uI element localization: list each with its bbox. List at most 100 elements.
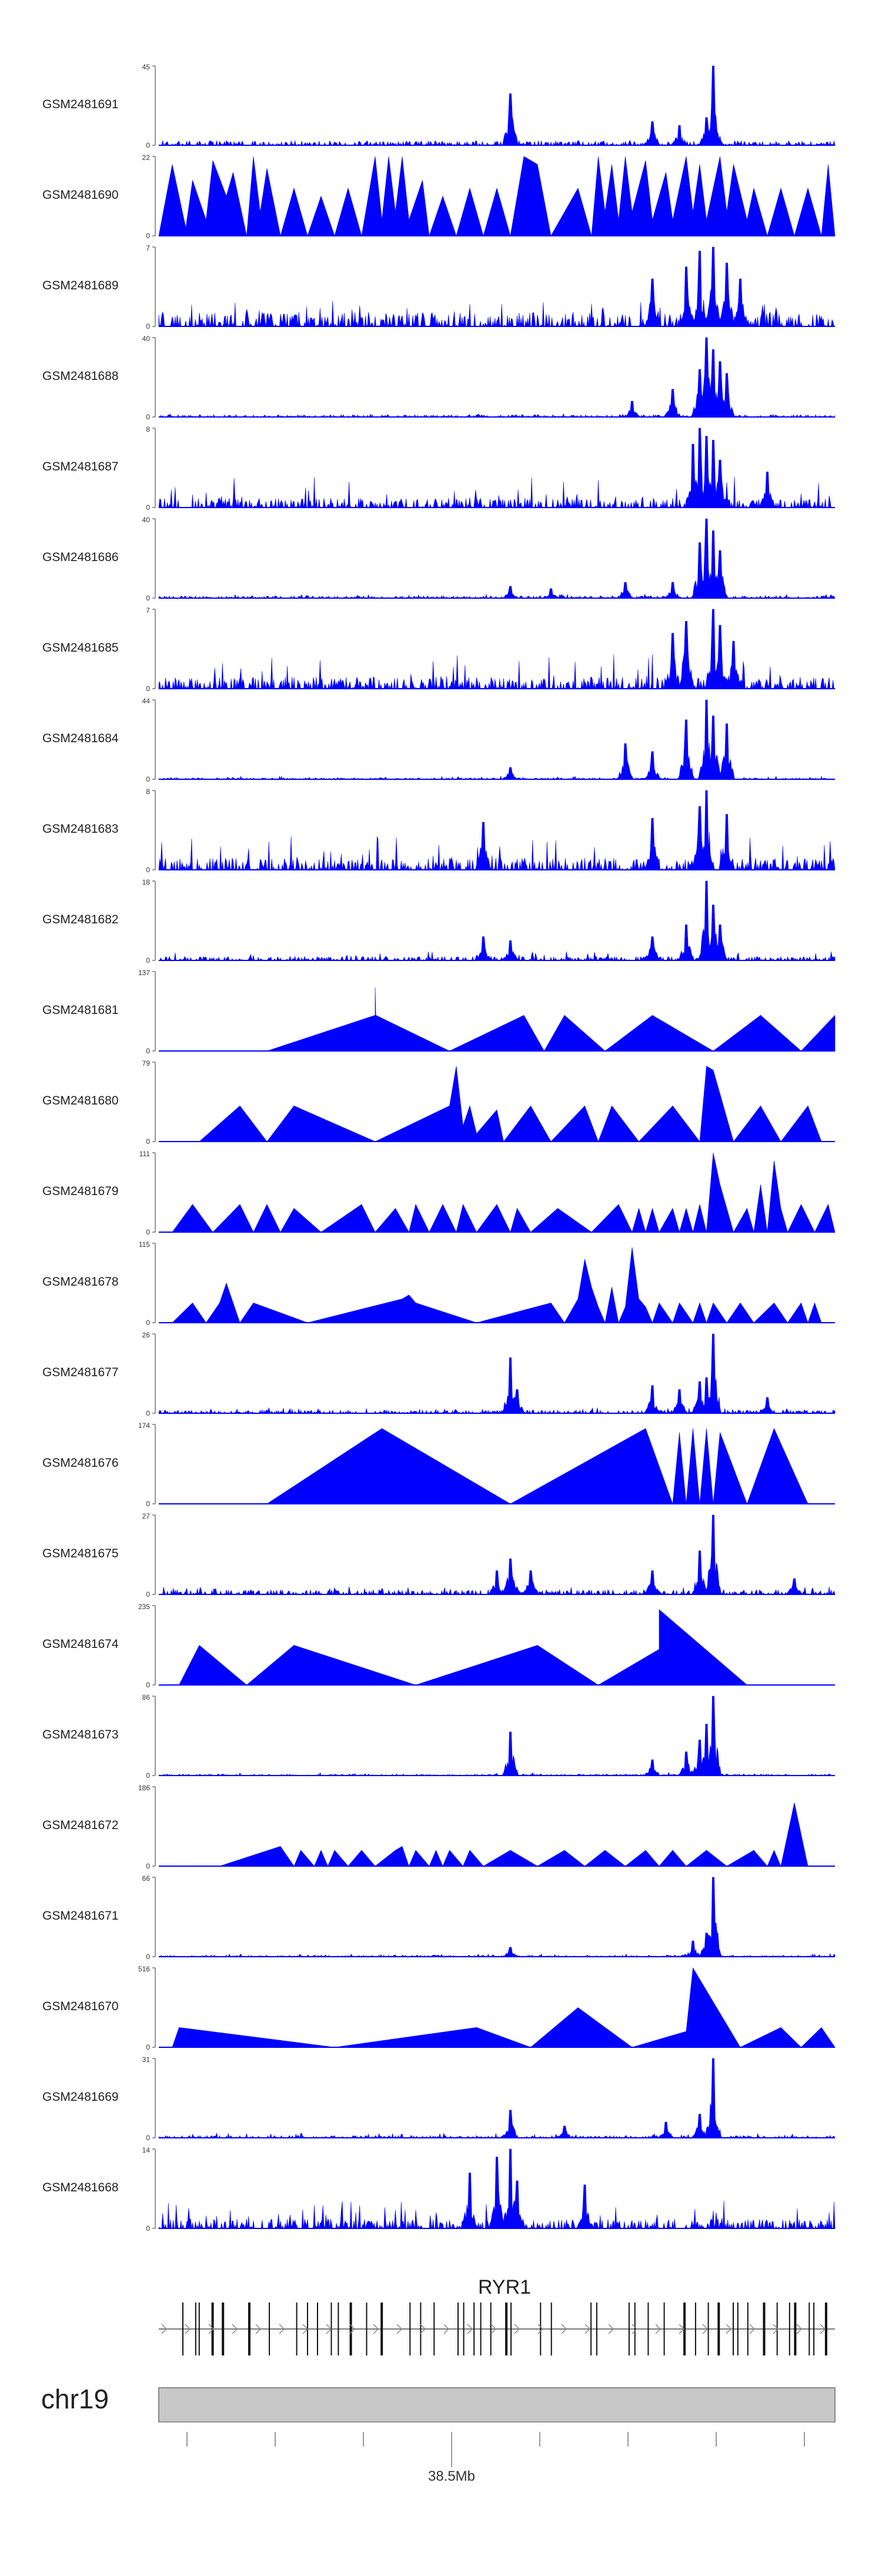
y-min-label: 0	[146, 1500, 150, 1508]
track-GSM2481689: GSM2481689 7 0	[42, 244, 835, 331]
y-min-label: 0	[146, 956, 150, 965]
exon	[694, 2303, 696, 2355]
y-max-label: 7	[146, 606, 150, 615]
track-label: GSM2481668	[42, 2181, 119, 2194]
exon	[596, 2303, 597, 2355]
coverage-area	[158, 609, 836, 690]
exon	[808, 2303, 810, 2355]
exon	[349, 2303, 352, 2355]
axis-position-label: 38.5Mb	[428, 2468, 475, 2484]
exon	[296, 2303, 298, 2355]
y-max-label: 8	[146, 788, 150, 796]
coverage-area	[266, 1427, 808, 1504]
strand-arrow	[632, 2324, 638, 2334]
y-max-label: 79	[142, 1059, 151, 1067]
track-GSM2481669: GSM2481669 31 0	[42, 2056, 836, 2142]
strand-arrow	[232, 2324, 238, 2334]
track-GSM2481690: GSM2481690 22 0	[42, 154, 836, 240]
gene-label: RYR1	[478, 2276, 531, 2298]
coverage-area	[158, 699, 836, 780]
y-min-label: 0	[146, 2224, 150, 2233]
gene-track: RYR1	[159, 2276, 835, 2355]
exon	[634, 2303, 636, 2355]
y-max-label: 8	[146, 425, 150, 433]
chromosome-bar	[158, 2387, 836, 2422]
track-GSM2481670: GSM2481670 516 0	[42, 1965, 836, 2051]
exon	[222, 2303, 225, 2355]
exon	[737, 2303, 739, 2355]
strand-arrow	[185, 2324, 191, 2334]
y-min-label: 0	[146, 866, 150, 874]
y-max-label: 31	[142, 2056, 151, 2064]
coverage-area	[266, 987, 836, 1052]
exon	[420, 2303, 422, 2355]
track-label: GSM2481671	[42, 1909, 119, 1923]
coverage-area	[158, 156, 836, 237]
y-min-label: 0	[146, 1228, 150, 1236]
y-max-label: 86	[142, 1693, 151, 1701]
strand-arrow	[302, 2324, 309, 2334]
chromosome-ideogram: chr19	[41, 2384, 836, 2422]
track-GSM2481668: GSM2481668 14 0	[42, 2146, 836, 2233]
track-label: GSM2481672	[42, 1818, 119, 1832]
y-max-label: 186	[138, 1784, 150, 1792]
strand-arrow	[279, 2324, 285, 2334]
exon	[269, 2303, 270, 2355]
exon	[776, 2303, 778, 2355]
strand-arrow	[443, 2324, 450, 2334]
strand-arrow	[561, 2324, 567, 2334]
strand-arrow	[490, 2324, 497, 2334]
exon	[628, 2303, 630, 2355]
exon	[409, 2303, 411, 2355]
y-max-label: 111	[139, 1150, 151, 1158]
strand-arrow	[820, 2324, 826, 2334]
strand-arrow	[679, 2324, 685, 2334]
track-label: GSM2481680	[42, 1094, 119, 1107]
track-label: GSM2481691	[42, 98, 119, 111]
track-label: GSM2481684	[42, 732, 119, 745]
y-max-label: 235	[138, 1603, 150, 1611]
exon	[380, 2303, 383, 2355]
track-label: GSM2481674	[42, 1637, 119, 1651]
y-max-label: 66	[142, 1874, 151, 1883]
exon	[211, 2303, 214, 2355]
coverage-area	[172, 1967, 836, 2048]
track-label: GSM2481690	[42, 188, 119, 202]
track-GSM2481679: GSM2481679 111 0	[42, 1150, 836, 1236]
coverage-area	[158, 2058, 836, 2138]
track-GSM2481672: GSM2481672 186 0	[42, 1784, 835, 1870]
y-min-label: 0	[146, 2043, 150, 2051]
y-max-label: 27	[142, 1512, 151, 1520]
coverage-area	[179, 1609, 748, 1686]
exon	[540, 2303, 542, 2355]
y-min-label: 0	[146, 1137, 150, 1146]
y-max-label: 44	[142, 697, 151, 705]
y-max-label: 45	[142, 63, 151, 71]
exon	[505, 2303, 508, 2355]
y-min-label: 0	[146, 1681, 150, 1689]
track-GSM2481683: GSM2481683 8 0	[42, 788, 836, 874]
exon	[813, 2303, 815, 2355]
track-label: GSM2481676	[42, 1456, 119, 1470]
track-GSM2481671: GSM2481671 66 0	[42, 1874, 836, 1961]
coverage-tracks: GSM2481691450GSM2481690220GSM248168970GS…	[42, 63, 836, 2233]
exon	[490, 2303, 492, 2355]
y-min-label: 0	[146, 503, 150, 512]
strand-arrow	[726, 2324, 732, 2334]
y-max-label: 26	[142, 1331, 151, 1339]
coverage-area	[199, 1066, 822, 1142]
track-GSM2481675: GSM2481675 27 0	[42, 1512, 836, 1599]
strand-arrow	[702, 2324, 709, 2334]
exon	[707, 2303, 709, 2355]
y-min-label: 0	[146, 685, 150, 693]
exon	[433, 2303, 435, 2355]
track-label: GSM2481673	[42, 1728, 119, 1741]
track-label: GSM2481669	[42, 2090, 119, 2104]
exon	[663, 2303, 665, 2355]
y-min-label: 0	[146, 1771, 150, 1780]
y-min-label: 0	[146, 413, 150, 421]
y-min-label: 0	[146, 1953, 150, 1961]
track-GSM2481688: GSM2481688 40 0	[42, 335, 836, 421]
y-max-label: 40	[142, 516, 151, 524]
strand-arrow	[796, 2324, 803, 2334]
